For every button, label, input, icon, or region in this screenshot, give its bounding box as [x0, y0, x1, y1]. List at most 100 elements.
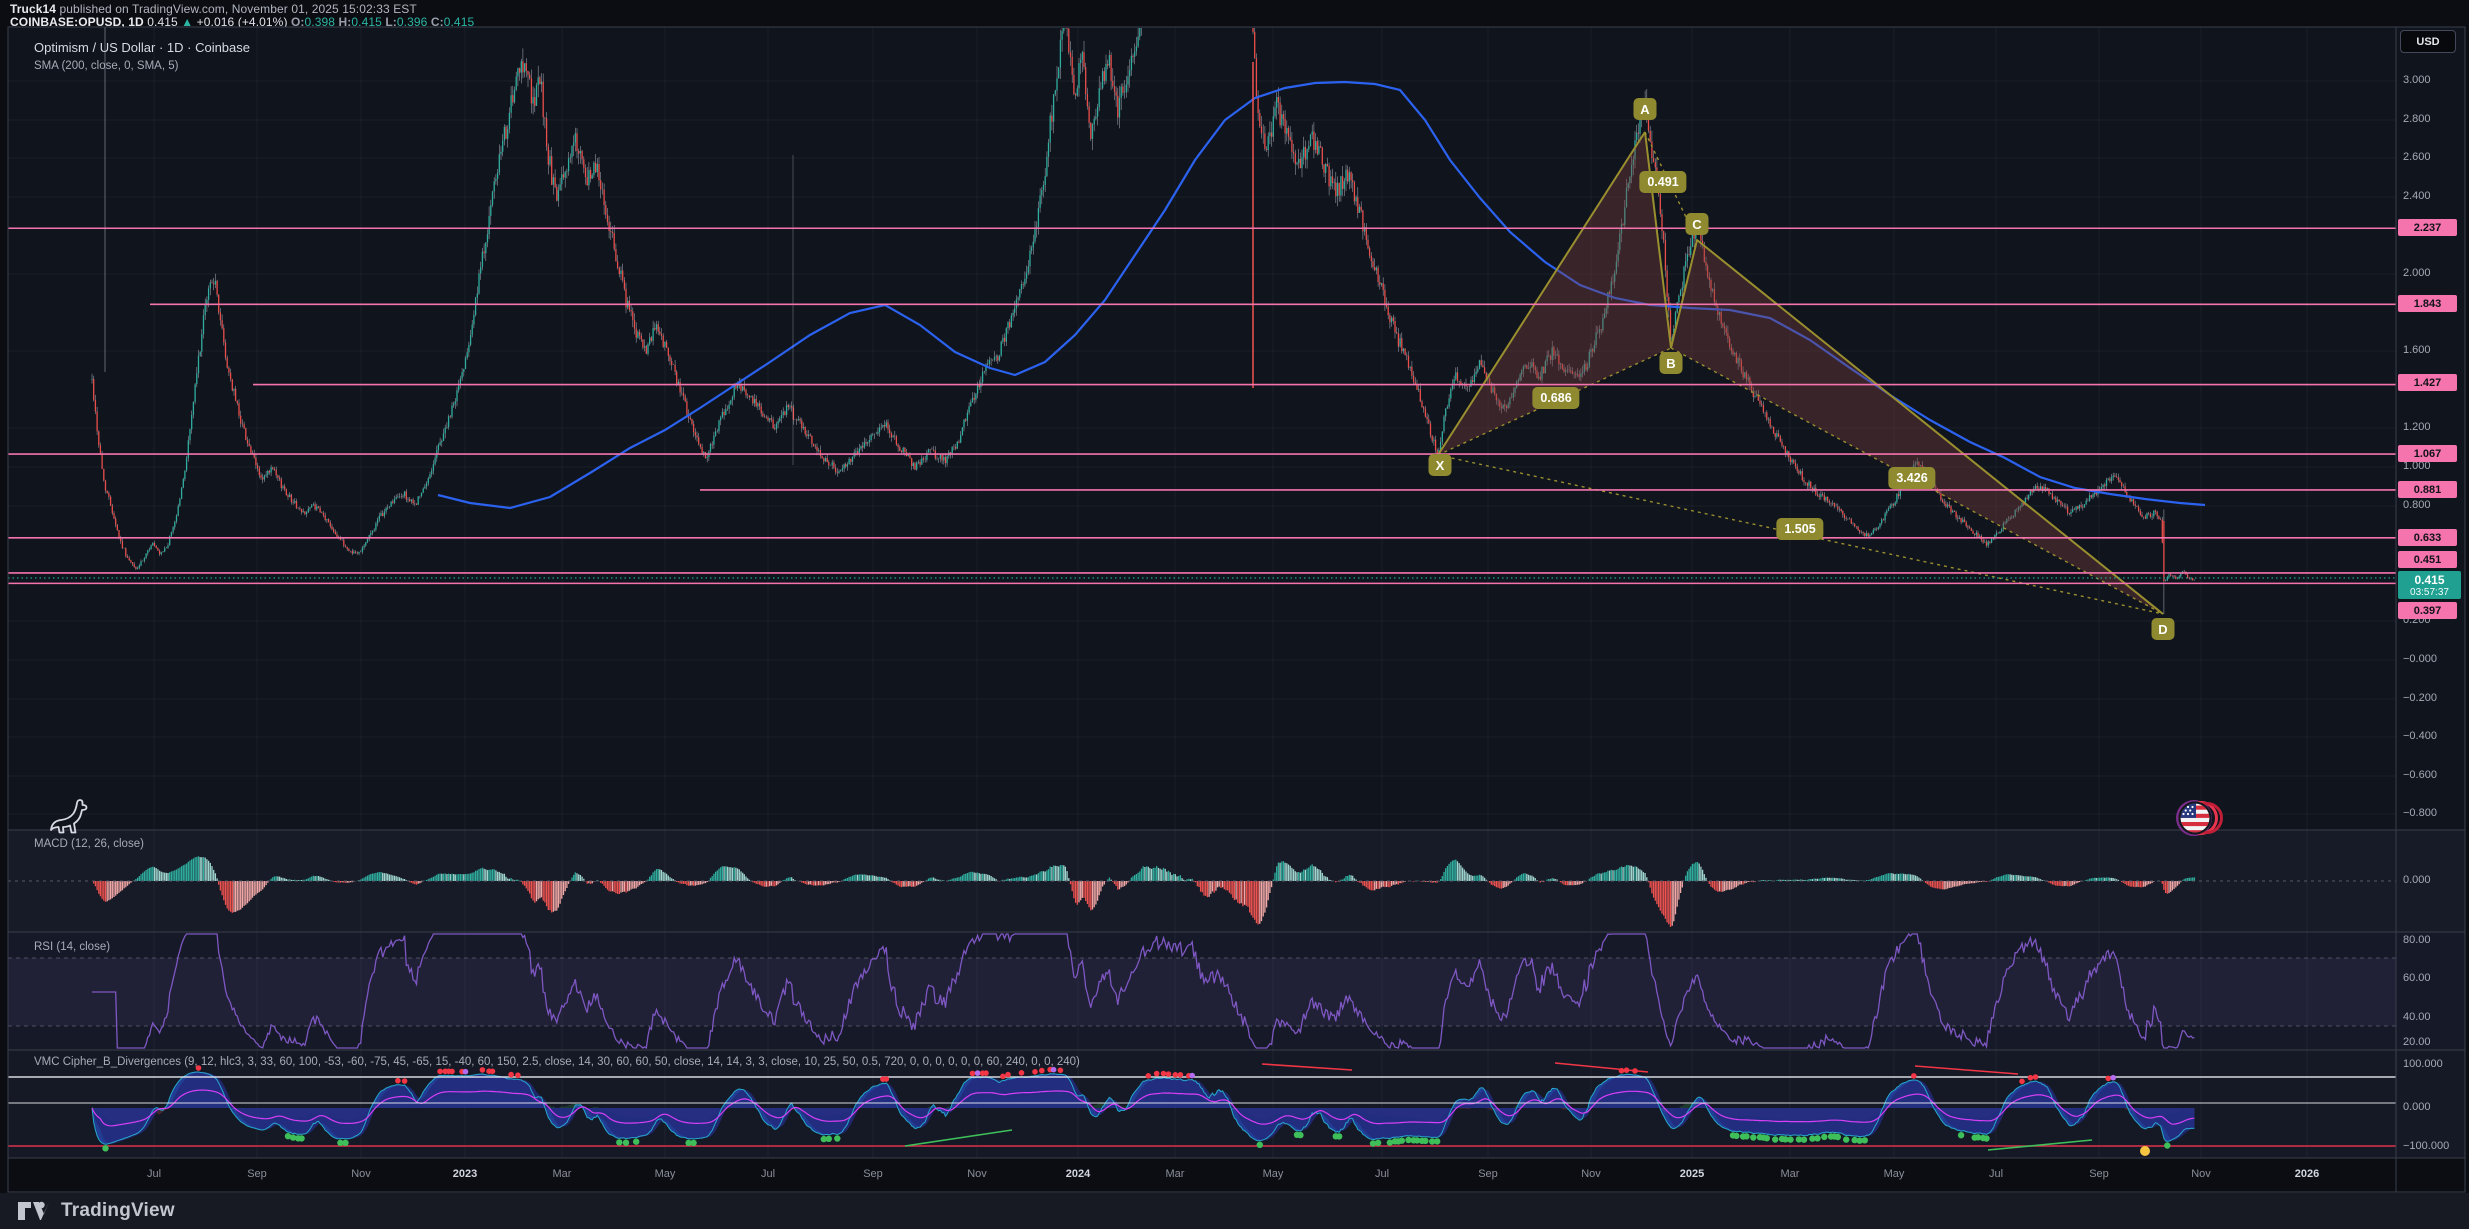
time-axis-tick[interactable]: Jul	[1988, 1168, 2004, 1180]
bar-countdown: 03:57:37	[2410, 587, 2449, 598]
time-axis-tick[interactable]: May	[1883, 1168, 1905, 1180]
time-axis-tick[interactable]: Nov	[1581, 1168, 1601, 1180]
time-axis-tick[interactable]: Sep	[247, 1168, 267, 1180]
rsi-axis-tick: 80.00	[2403, 934, 2431, 946]
price-axis-tick: 1.200	[2403, 421, 2431, 433]
tradingview-logo-icon[interactable]	[17, 1199, 51, 1223]
last-price: 0.415	[147, 15, 178, 29]
vmc-axis-tick: 100.000	[2403, 1058, 2443, 1070]
price-level-label: 0.451	[2398, 551, 2457, 568]
pattern-label-d: D	[2151, 618, 2175, 640]
price-level-label: 1.067	[2398, 445, 2457, 462]
pattern-label-b: B	[1659, 352, 1683, 374]
price-axis-tick: −0.600	[2403, 769, 2437, 781]
author-name: Truck14	[10, 2, 57, 16]
publish-info: published on TradingView.com, November 0…	[56, 2, 417, 16]
currency-button[interactable]: USD	[2400, 30, 2456, 53]
vmc-yellow-dot	[2140, 1146, 2150, 1156]
publish-line: Truck14 published on TradingView.com, No…	[10, 2, 417, 16]
macd-pane-label: MACD (12, 26, close)	[34, 838, 144, 850]
price-axis-tick: 2.800	[2403, 113, 2431, 125]
time-axis-tick[interactable]: Nov	[351, 1168, 371, 1180]
price-axis-tick: 2.400	[2403, 190, 2431, 202]
low-value: 0.396	[396, 15, 428, 29]
current-price-value: 0.415	[2414, 573, 2445, 587]
price-level-label: 1.843	[2398, 295, 2457, 312]
main-pane[interactable]	[8, 27, 2465, 830]
symbol-line: COINBASE:OPUSD, 1D 0.415 ▲ +0.016 (+4.01…	[10, 15, 474, 29]
vmc-axis-tick: −100.000	[2403, 1140, 2450, 1152]
time-axis-tick[interactable]: 2024	[1065, 1168, 1091, 1180]
close-label: C:	[430, 15, 444, 29]
time-axis-tick[interactable]: May	[1262, 1168, 1284, 1180]
time-axis-tick[interactable]: Sep	[2089, 1168, 2109, 1180]
pattern-label-x: X	[1428, 454, 1452, 476]
tradingview-logo-text[interactable]: TradingView	[61, 1200, 175, 1221]
price-level-label: 0.881	[2398, 481, 2457, 498]
time-axis-tick[interactable]: Nov	[2191, 1168, 2211, 1180]
rsi-layer	[8, 932, 2396, 1050]
time-axis-tick[interactable]: Mar	[552, 1168, 572, 1180]
pattern-label-a: A	[1633, 98, 1657, 120]
pattern-label-c: C	[1685, 213, 1709, 235]
vmc-pane-label: VMC Cipher_B_Divergences (9, 12, hlc3, 3…	[34, 1056, 1080, 1068]
dinosaur-sticker-icon	[50, 799, 88, 834]
high-label: H:	[338, 15, 352, 29]
time-axis-tick[interactable]: Jul	[760, 1168, 776, 1180]
footer-bar: TradingView	[0, 1193, 2469, 1229]
macd-axis-tick: 0.000	[2403, 874, 2431, 886]
vmc-axis-tick: 0.000	[2403, 1101, 2431, 1113]
xabcd-pattern[interactable]	[1437, 131, 2164, 615]
time-axis-tick[interactable]: 2025	[1679, 1168, 1705, 1180]
high-value: 0.415	[351, 15, 382, 29]
time-axis-tick[interactable]: Sep	[863, 1168, 883, 1180]
low-label: L:	[385, 15, 397, 29]
price-level-label: 0.397	[2398, 602, 2457, 619]
macd-histogram	[93, 856, 2196, 927]
time-axis-tick[interactable]: Nov	[967, 1168, 987, 1180]
price-axis-tick: −0.200	[2403, 692, 2437, 704]
time-axis-tick[interactable]: 2023	[452, 1168, 478, 1180]
time-axis-tick[interactable]: May	[654, 1168, 676, 1180]
price-level-label: 1.427	[2398, 374, 2457, 391]
open-value: 0.398	[304, 15, 336, 29]
price-axis-tick: −0.000	[2403, 653, 2437, 665]
pattern-label-0.491: 0.491	[1639, 171, 1687, 193]
price-axis-tick: 0.800	[2403, 499, 2431, 511]
time-axis-tick[interactable]: Sep	[1478, 1168, 1498, 1180]
time-axis-tick[interactable]: 2026	[2294, 1168, 2320, 1180]
chart-title-legend: Optimism / US Dollar · 1D · Coinbase	[34, 40, 250, 55]
price-axis-tick: 1.000	[2403, 460, 2431, 472]
close-value: 0.415	[443, 15, 475, 29]
pattern-label-3.426: 3.426	[1888, 467, 1936, 489]
price-level-label: 0.633	[2398, 529, 2457, 546]
price-change: +0.016 (+4.01%)	[196, 15, 288, 29]
open-label: O:	[291, 15, 305, 29]
price-axis-tick: −0.800	[2403, 807, 2437, 819]
usa-flag-sticker-icon	[2176, 800, 2223, 836]
time-axis-tick[interactable]: Mar	[1780, 1168, 1800, 1180]
pattern-label-1.505: 1.505	[1776, 518, 1824, 540]
time-axis-tick[interactable]: Jul	[1374, 1168, 1390, 1180]
rsi-pane-label: RSI (14, close)	[34, 941, 111, 953]
rsi-axis-tick: 60.00	[2403, 972, 2431, 984]
time-axis-tick[interactable]: Jul	[146, 1168, 162, 1180]
chart-frame	[7, 26, 2466, 1193]
current-price-label: 0.415 03:57:37	[2398, 571, 2461, 599]
price-level-label: 2.237	[2398, 219, 2457, 236]
time-axis-tick[interactable]: Mar	[1165, 1168, 1185, 1180]
price-axis-tick: 2.600	[2403, 151, 2431, 163]
up-arrow-icon: ▲	[181, 15, 194, 29]
price-axis-tick: 1.600	[2403, 344, 2431, 356]
rsi-axis-tick: 40.00	[2403, 1011, 2431, 1023]
price-axis-tick: −0.400	[2403, 730, 2437, 742]
rsi-axis-tick: 20.00	[2403, 1036, 2431, 1048]
price-axis-tick: 3.000	[2403, 74, 2431, 86]
price-axis-tick: 2.000	[2403, 267, 2431, 279]
sma-legend: SMA (200, close, 0, SMA, 5)	[34, 60, 179, 72]
rsi-pane[interactable]	[8, 932, 2465, 1050]
sma-line	[437, 80, 2206, 510]
vmc-layer	[8, 1062, 2396, 1156]
